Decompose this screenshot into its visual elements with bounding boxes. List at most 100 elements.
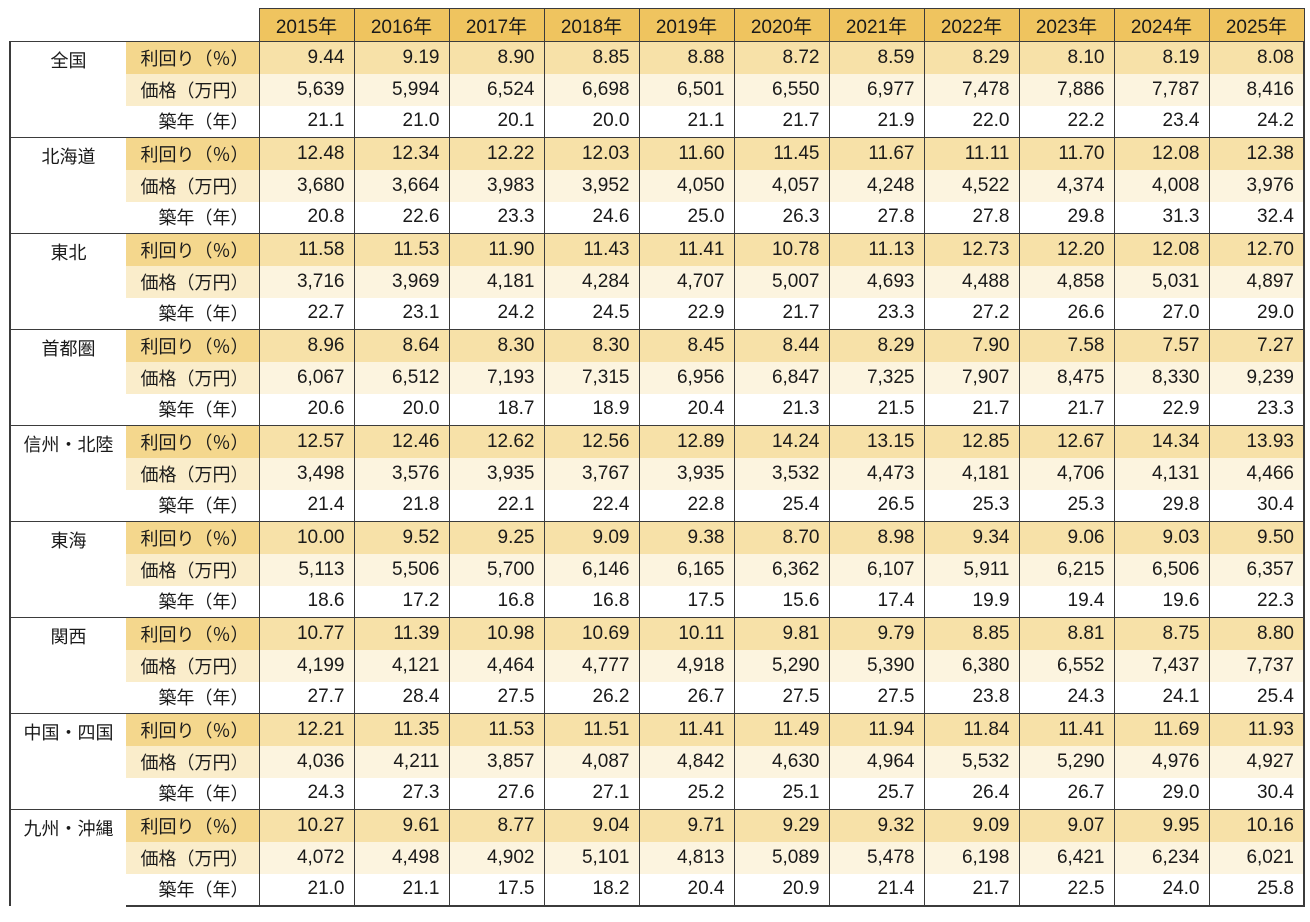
data-cell: 26.3 — [733, 201, 829, 234]
data-cell: 8.80 — [1208, 617, 1305, 650]
table-row: 築年（年） 22.7 23.1 24.2 24.5 22.9 21.7 23.3 27.2 26.… — [10, 297, 1305, 330]
data-cell: 6,380 — [923, 649, 1019, 682]
data-cell: 12.20 — [1018, 233, 1114, 266]
data-cell: 21.4 — [828, 873, 924, 907]
data-cell: 6,198 — [923, 841, 1019, 874]
data-cell: 24.2 — [1208, 105, 1305, 138]
data-cell: 8.72 — [733, 41, 829, 74]
data-cell: 25.4 — [1208, 681, 1305, 714]
region-name: 全国 — [9, 41, 126, 138]
metric-label: 築年（年） — [126, 105, 259, 138]
data-cell: 22.8 — [638, 489, 734, 522]
data-cell: 8.45 — [638, 329, 734, 362]
data-cell: 21.7 — [733, 105, 829, 138]
data-cell: 8,475 — [1018, 361, 1114, 394]
metric-label: 利回り（％） — [126, 233, 259, 266]
data-cell: 8.70 — [733, 521, 829, 554]
data-cell: 12.62 — [448, 425, 544, 458]
data-cell: 23.3 — [828, 297, 924, 330]
data-cell: 12.08 — [1113, 137, 1209, 170]
year-header: 2025年 — [1208, 8, 1305, 42]
data-cell: 17.5 — [638, 585, 734, 618]
year-header: 2020年 — [733, 8, 830, 42]
data-cell: 3,983 — [448, 169, 544, 202]
data-cell: 12.57 — [258, 425, 354, 458]
data-cell: 22.5 — [1018, 873, 1114, 907]
data-cell: 6,506 — [1113, 553, 1209, 586]
data-cell: 8.10 — [1018, 41, 1114, 74]
data-cell: 7,787 — [1113, 73, 1209, 106]
data-cell: 12.70 — [1208, 233, 1305, 266]
data-cell: 18.9 — [543, 393, 639, 426]
metric-label: 利回り（％） — [126, 809, 259, 842]
table-row: 築年（年） 20.8 22.6 23.3 24.6 25.0 26.3 27.8 27.8 29.… — [10, 201, 1305, 234]
data-cell: 7.57 — [1113, 329, 1209, 362]
data-cell: 5,031 — [1113, 265, 1209, 298]
table-row: 中国・四国 利回り（％） 12.21 11.35 11.53 11.51 11.41 11.4… — [9, 713, 1305, 810]
data-cell: 29.8 — [1113, 489, 1209, 522]
data-cell: 25.1 — [733, 777, 829, 810]
data-cell: 21.7 — [733, 297, 829, 330]
data-cell: 32.4 — [1208, 201, 1305, 234]
data-cell: 4,121 — [353, 649, 449, 682]
data-cell: 14.34 — [1113, 425, 1209, 458]
region-name: 信州・北陸 — [9, 425, 126, 522]
data-cell: 11.51 — [543, 713, 639, 746]
metric-label: 価格（万円） — [126, 649, 259, 682]
data-cell: 7,907 — [923, 361, 1019, 394]
data-cell: 17.2 — [353, 585, 449, 618]
region-name: 東海 — [9, 521, 126, 618]
data-cell: 7,886 — [1018, 73, 1114, 106]
data-cell: 12.48 — [258, 137, 354, 170]
data-cell: 4,284 — [543, 265, 639, 298]
data-cell: 12.03 — [543, 137, 639, 170]
data-cell: 18.6 — [258, 585, 354, 618]
data-cell: 9.95 — [1113, 809, 1209, 842]
year-header: 2019年 — [638, 8, 735, 42]
data-cell: 11.58 — [258, 233, 354, 266]
data-cell: 11.93 — [1208, 713, 1305, 746]
data-cell: 7,478 — [923, 73, 1019, 106]
table-row: 築年（年） 21.4 21.8 22.1 22.4 22.8 25.4 26.5 25.3 25.… — [10, 489, 1305, 522]
data-cell: 11.41 — [638, 713, 734, 746]
data-cell: 4,008 — [1113, 169, 1209, 202]
data-cell: 16.8 — [448, 585, 544, 618]
metric-label: 価格（万円） — [126, 73, 259, 106]
data-cell: 21.1 — [258, 105, 354, 138]
region-name: 首都圏 — [9, 329, 126, 426]
data-cell: 13.93 — [1208, 425, 1305, 458]
data-cell: 11.49 — [733, 713, 829, 746]
table-body: 全国 利回り（％） 9.44 9.19 8.90 8.85 8.88 8.72 8.59 8.29… — [9, 41, 1305, 907]
data-cell: 6,357 — [1208, 553, 1305, 586]
table-row: 価格（万円） 4,036 4,211 3,857 4,087 4,842 4,630 4,96… — [10, 745, 1305, 778]
data-cell: 20.6 — [258, 393, 354, 426]
data-cell: 3,532 — [733, 457, 829, 490]
data-cell: 9.81 — [733, 617, 829, 650]
data-cell: 8,416 — [1208, 73, 1305, 106]
data-cell: 25.3 — [923, 489, 1019, 522]
data-cell: 11.53 — [448, 713, 544, 746]
data-cell: 4,464 — [448, 649, 544, 682]
data-cell: 5,639 — [258, 73, 354, 106]
data-cell: 9.44 — [258, 41, 354, 74]
data-cell: 12.73 — [923, 233, 1019, 266]
table-row: 首都圏 利回り（％） 8.96 8.64 8.30 8.30 8.45 8.44 8.29 7.9… — [9, 329, 1305, 426]
data-cell: 8.30 — [543, 329, 639, 362]
data-cell: 6,524 — [448, 73, 544, 106]
data-cell: 4,964 — [828, 745, 924, 778]
data-cell: 8.85 — [543, 41, 639, 74]
data-cell: 3,664 — [353, 169, 449, 202]
data-cell: 8.77 — [448, 809, 544, 842]
data-cell: 7.27 — [1208, 329, 1305, 362]
data-cell: 6,421 — [1018, 841, 1114, 874]
data-cell: 22.3 — [1208, 585, 1305, 618]
data-cell: 4,498 — [353, 841, 449, 874]
data-cell: 6,021 — [1208, 841, 1305, 874]
region-name: 北海道 — [9, 137, 126, 234]
data-cell: 17.4 — [828, 585, 924, 618]
data-cell: 21.0 — [353, 105, 449, 138]
data-cell: 8.44 — [733, 329, 829, 362]
data-cell: 20.9 — [733, 873, 829, 907]
data-cell: 8.75 — [1113, 617, 1209, 650]
data-cell: 4,488 — [923, 265, 1019, 298]
